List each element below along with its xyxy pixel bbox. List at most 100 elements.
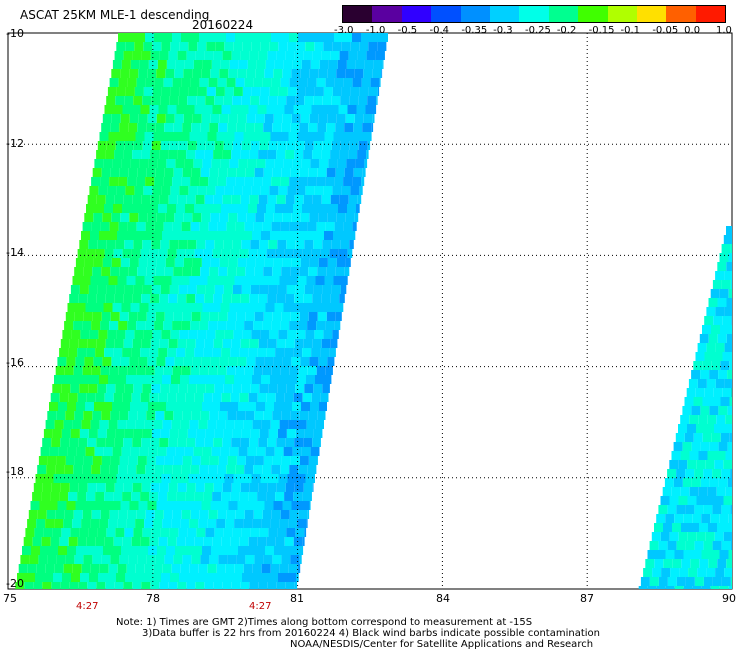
swath-cell <box>136 465 146 474</box>
swath-cell <box>271 78 281 87</box>
swath-cell <box>247 159 257 168</box>
swath-cell <box>196 240 206 249</box>
swath-cell <box>271 177 281 186</box>
swath-cell <box>54 519 64 528</box>
swath-cell <box>312 438 321 447</box>
swath-cell <box>152 474 162 483</box>
swath-cell <box>257 348 267 357</box>
swath-cell <box>229 303 239 312</box>
swath-cell <box>70 285 80 294</box>
swath-cell <box>181 510 191 519</box>
swath-cell <box>163 222 173 231</box>
swath-cell <box>104 393 114 402</box>
swath-cell <box>723 424 732 433</box>
colorbar-segment <box>578 6 608 22</box>
swath-cell <box>191 168 201 177</box>
swath-cell <box>174 258 184 267</box>
swath-cell <box>713 352 723 361</box>
swath-cell <box>237 357 247 366</box>
swath-cell <box>721 469 731 478</box>
swath-cell <box>238 402 247 411</box>
swath-cell <box>242 42 252 51</box>
swath-cell <box>196 384 206 393</box>
swath-cell <box>254 123 264 132</box>
swath-cell <box>117 375 126 384</box>
swath-cell <box>90 420 100 429</box>
swath-cell <box>218 312 228 321</box>
swath-cell <box>193 303 203 312</box>
swath-cell <box>288 375 297 384</box>
swath-cell <box>183 258 193 267</box>
swath-cell <box>295 429 305 438</box>
swath-cell <box>46 465 56 474</box>
swath-cell <box>155 312 165 321</box>
swath-cell <box>76 402 85 411</box>
swath-cell <box>127 222 137 231</box>
swath-cell <box>257 105 267 114</box>
swath-cell <box>191 456 201 465</box>
swath-cell <box>123 339 133 348</box>
lat-label-12: -12 <box>6 137 24 150</box>
swath-cell <box>252 231 261 240</box>
swath-cell <box>693 397 703 406</box>
swath-cell <box>249 438 259 447</box>
swath-cell <box>118 177 128 186</box>
swath-cell <box>192 357 202 366</box>
swath-cell <box>122 393 132 402</box>
swath-cell <box>47 555 57 564</box>
swath-cell <box>193 159 203 168</box>
swath-cell <box>312 150 322 159</box>
swath-cell <box>325 78 335 87</box>
swath-cell <box>177 438 187 447</box>
swath-cell <box>92 312 102 321</box>
swath-cell <box>357 195 362 204</box>
swath-cell <box>173 312 183 321</box>
swath-cell <box>159 294 169 303</box>
swath-cell <box>207 564 217 573</box>
lat-label-14: -14 <box>6 246 24 259</box>
swath-cell <box>105 483 115 492</box>
swath-cell <box>240 150 250 159</box>
swath-cell <box>257 537 267 546</box>
swath-cell <box>157 159 167 168</box>
swath-cell <box>226 366 236 375</box>
swath-cell <box>314 330 324 339</box>
swath-cell <box>364 60 374 69</box>
swath-cell <box>168 150 178 159</box>
swath-cell <box>201 69 211 78</box>
swath-cell <box>62 330 72 339</box>
swath-cell <box>726 262 732 271</box>
swath-cell <box>310 60 320 69</box>
swath-cell <box>181 78 191 87</box>
swath-cell <box>208 366 218 375</box>
swath-cell <box>651 532 661 541</box>
swath-cell <box>158 348 168 357</box>
swath-cell <box>240 51 250 60</box>
swath-cell <box>692 586 702 589</box>
swath-cell <box>703 541 713 550</box>
swath-cell <box>131 537 141 546</box>
swath-cell <box>87 339 97 348</box>
swath-cell <box>224 474 234 483</box>
lon-label-75: 75 <box>3 592 17 605</box>
swath-cell <box>685 505 695 514</box>
swath-cell <box>261 519 271 528</box>
swath-cell <box>228 69 238 78</box>
swath-cell <box>180 420 190 429</box>
swath-cell <box>135 519 145 528</box>
swath-cell <box>140 348 150 357</box>
swath-cell <box>280 78 290 87</box>
swath-cell <box>278 42 288 51</box>
swath-cell <box>126 231 135 240</box>
swath-cell <box>95 537 105 546</box>
swath-cell <box>339 195 349 204</box>
swath-cell <box>178 285 188 294</box>
swath-cell <box>329 204 338 213</box>
swath-cell <box>269 573 278 582</box>
swath-cell <box>253 465 263 474</box>
swath-cell <box>319 60 329 69</box>
swath-cell <box>190 177 200 186</box>
swath-cell <box>95 249 105 258</box>
swath-cell <box>71 330 81 339</box>
swath-cell <box>681 523 690 532</box>
